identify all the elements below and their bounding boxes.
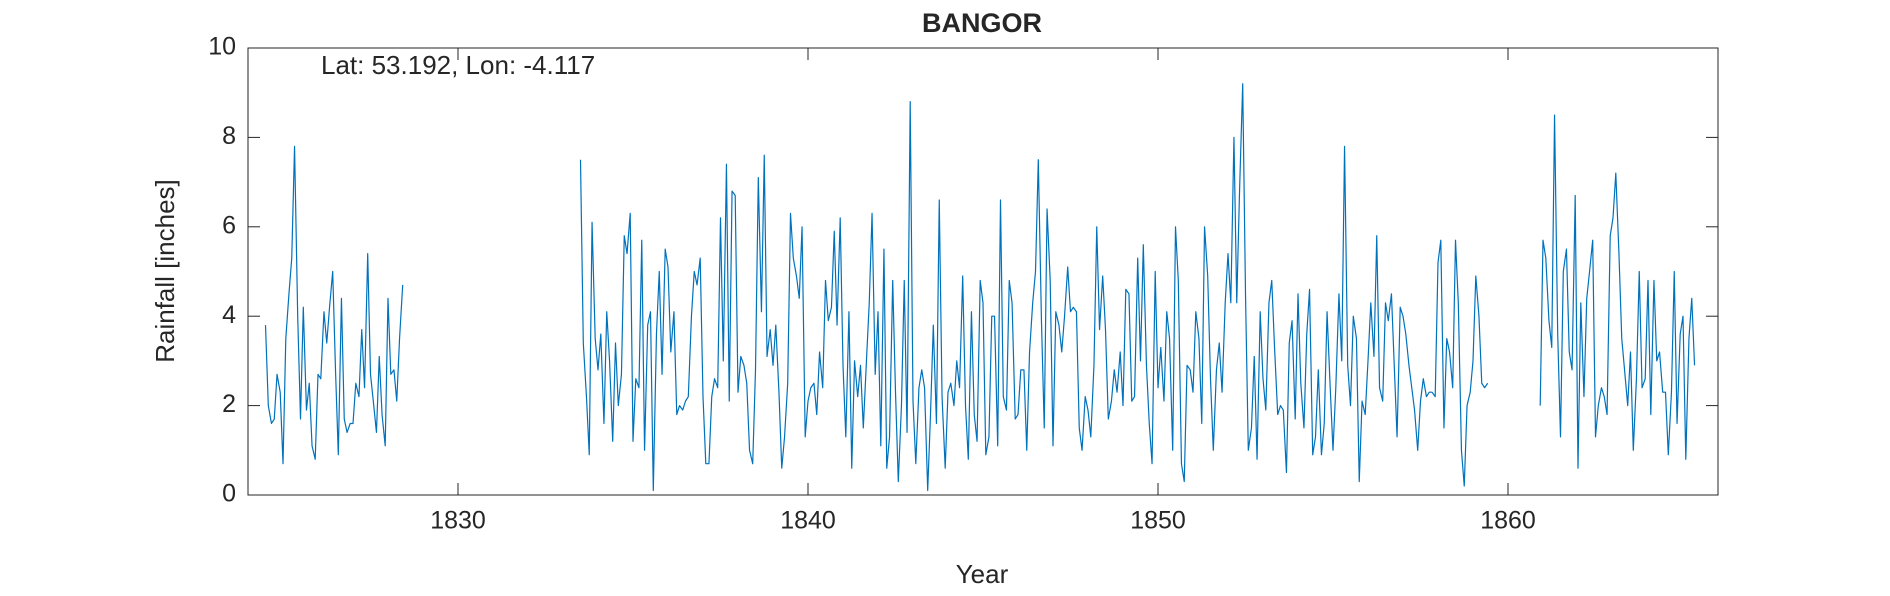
x-tick-label: 1840 <box>780 507 836 535</box>
y-axis-label: Rainfall [inches] <box>150 179 180 363</box>
y-tick-label: 10 <box>208 33 236 61</box>
y-tick-label: 4 <box>222 301 236 329</box>
x-tick-label: 1860 <box>1480 507 1536 535</box>
y-tick-label: 0 <box>222 480 236 508</box>
x-tick-label: 1830 <box>430 507 486 535</box>
chart-title: BANGOR <box>922 8 1042 38</box>
y-tick-label: 8 <box>222 122 236 150</box>
y-tick-label: 2 <box>222 390 236 418</box>
x-axis-label: Year <box>956 559 1009 589</box>
y-tick-label: 6 <box>222 211 236 239</box>
x-tick-label: 1850 <box>1130 507 1186 535</box>
plot-box <box>247 47 1719 496</box>
rainfall-line <box>264 83 1696 492</box>
